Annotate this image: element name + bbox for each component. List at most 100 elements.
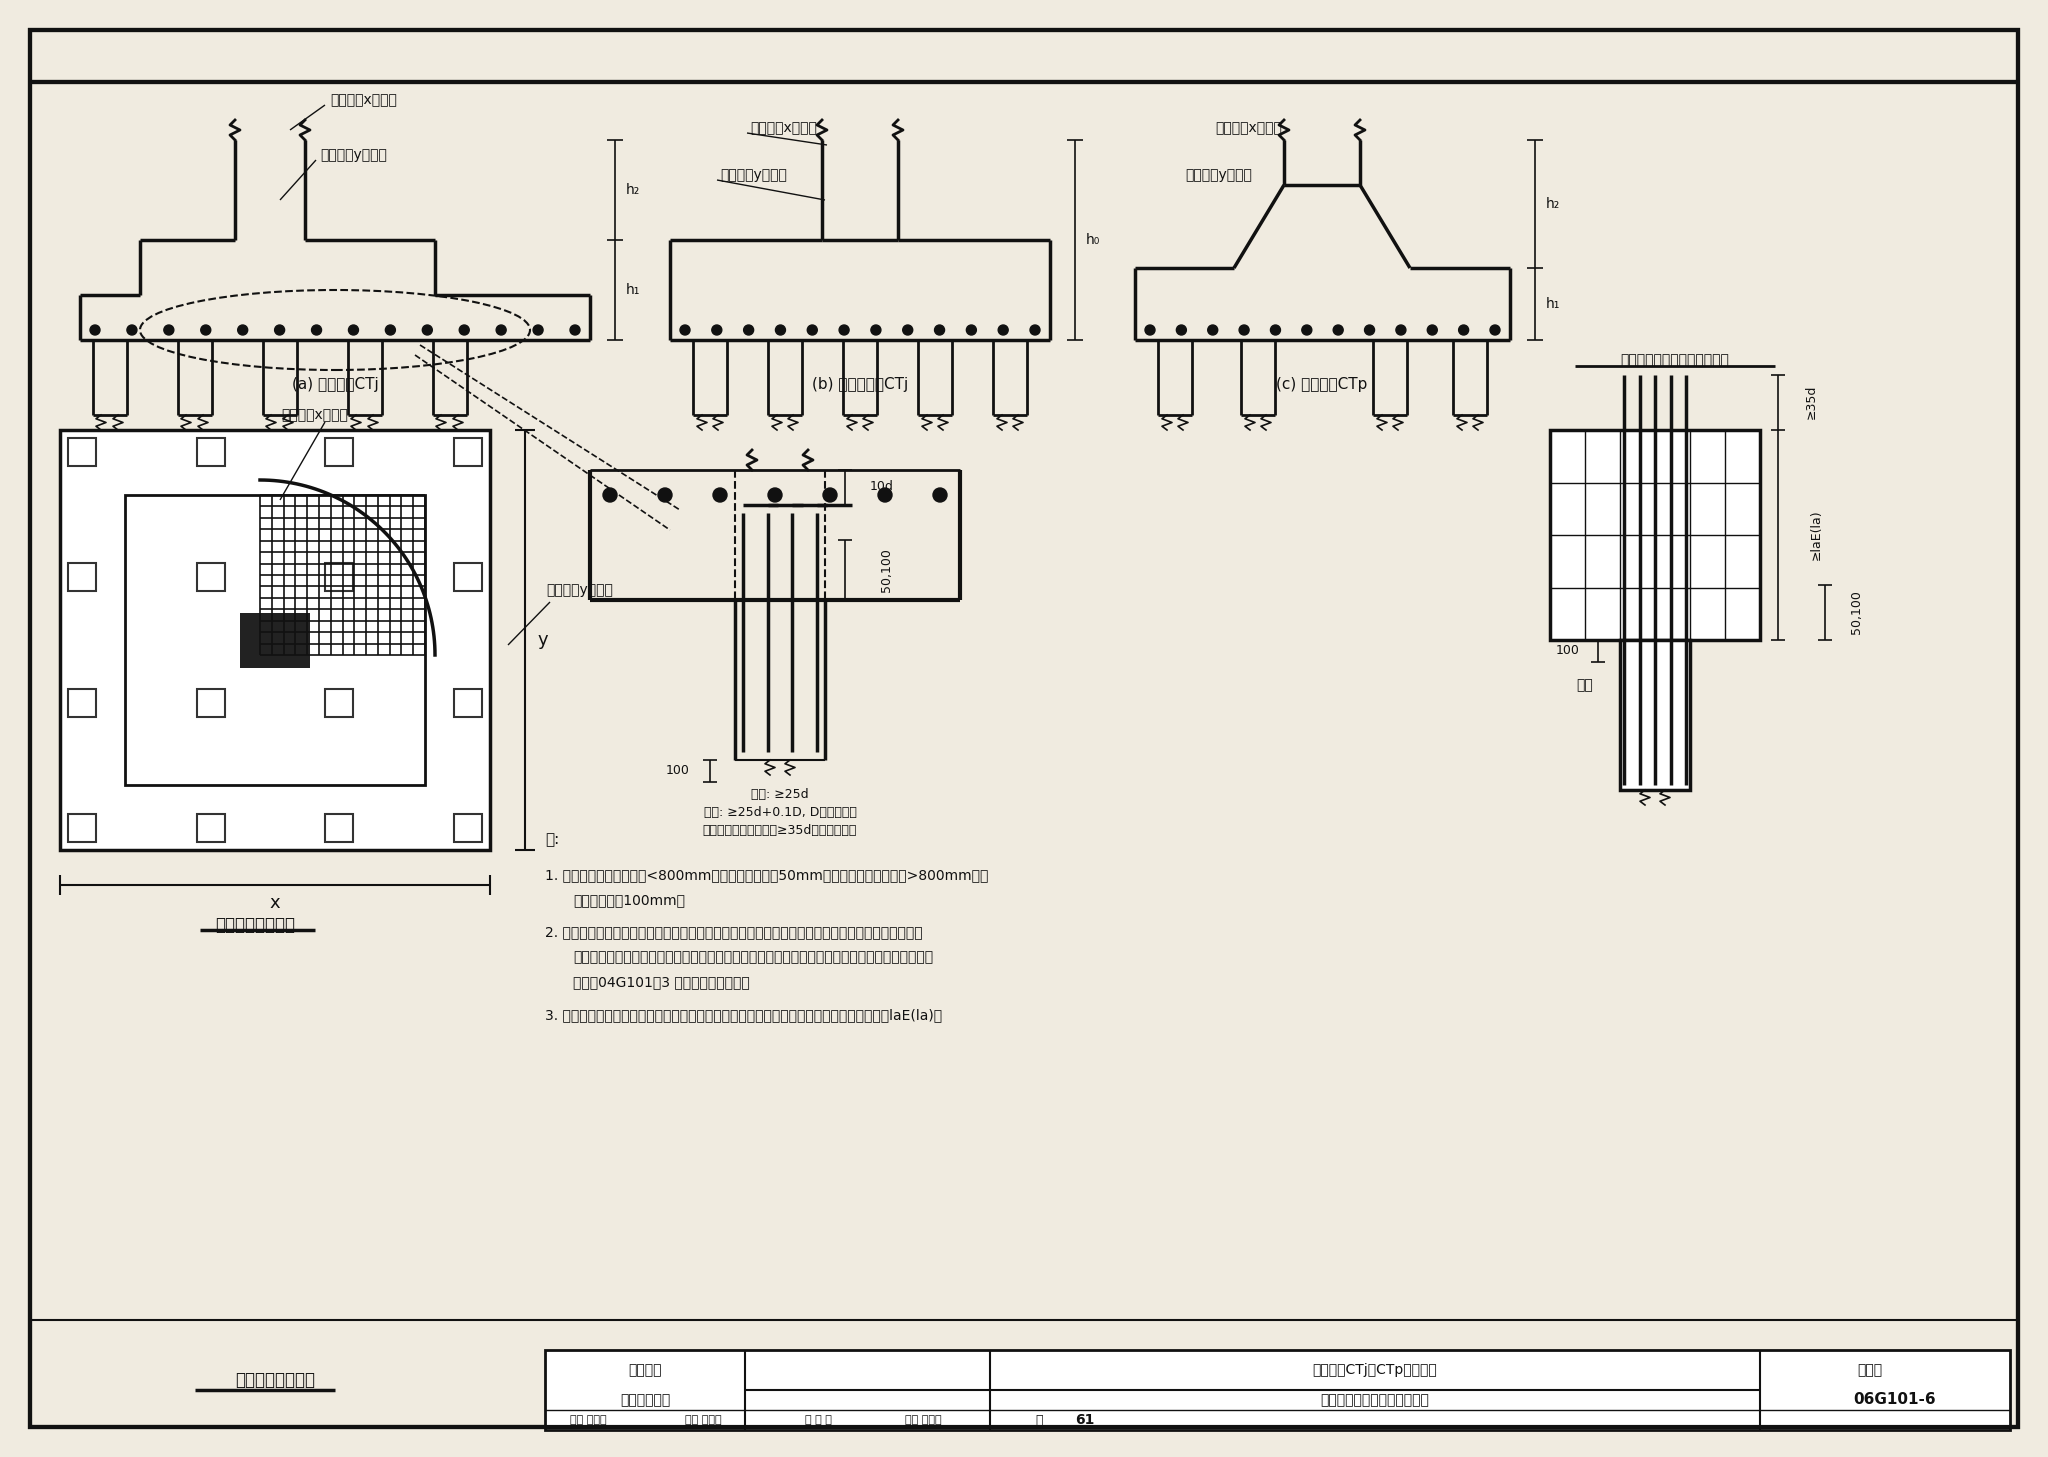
Circle shape	[967, 325, 977, 335]
Text: 50,100: 50,100	[881, 548, 893, 592]
Circle shape	[807, 325, 817, 335]
Circle shape	[422, 325, 432, 335]
Text: 图集号: 图集号	[1858, 1362, 1882, 1377]
Bar	[326, 689, 354, 717]
Text: 矩形承台配筋构造: 矩形承台配筋构造	[215, 916, 295, 934]
Circle shape	[1208, 325, 1219, 335]
Circle shape	[1030, 325, 1040, 335]
Text: 10d: 10d	[870, 481, 893, 494]
Circle shape	[311, 325, 322, 335]
Text: 矩形承台x向配筋: 矩形承台x向配筋	[750, 121, 817, 136]
Text: h₀: h₀	[1085, 233, 1100, 248]
Circle shape	[164, 325, 174, 335]
Text: 基础）04G101－3 中的相应标准构造。: 基础）04G101－3 中的相应标准构造。	[573, 975, 750, 989]
Circle shape	[776, 325, 786, 335]
Bar	[197, 689, 225, 717]
Bar	[197, 814, 225, 842]
Text: 3. 当承台厚度小于桩纵筋直锚长度时，桩顶纵筋可伸至承台顶部后弯直钩，使总锚固长度为laE(la)。: 3. 当承台厚度小于桩纵筋直锚长度时，桩顶纵筋可伸至承台顶部后弯直钩，使总锚固长…	[545, 1008, 942, 1021]
Text: 校对 刘其祥: 校对 刘其祥	[684, 1415, 721, 1425]
Bar	[326, 564, 354, 592]
Circle shape	[657, 488, 672, 503]
Circle shape	[1427, 325, 1438, 335]
Circle shape	[997, 325, 1008, 335]
Text: 桩顶嵌入承台100mm。: 桩顶嵌入承台100mm。	[573, 893, 684, 908]
Text: 61: 61	[1075, 1413, 1094, 1426]
Text: 标准构造详图: 标准构造详图	[621, 1393, 670, 1407]
Circle shape	[274, 325, 285, 335]
Circle shape	[90, 325, 100, 335]
Bar	[68, 439, 96, 466]
Bar	[455, 564, 481, 592]
Text: 2. 当承台之间设置防水底板，且承台底面也要求做防水层时，桩顶局部应采用刚性防水层，不可采用: 2. 当承台之间设置防水底板，且承台底面也要求做防水层时，桩顶局部应采用刚性防水…	[545, 925, 924, 938]
Circle shape	[496, 325, 506, 335]
Text: h₁: h₁	[1546, 297, 1561, 310]
Text: h₁: h₁	[627, 283, 641, 297]
Circle shape	[1364, 325, 1374, 335]
Circle shape	[870, 325, 881, 335]
Text: 页: 页	[1034, 1413, 1042, 1426]
Text: 50,100: 50,100	[1849, 590, 1864, 634]
Circle shape	[713, 325, 721, 335]
Text: (b) 单阶形截面CTj: (b) 单阶形截面CTj	[811, 377, 907, 392]
Circle shape	[743, 325, 754, 335]
Circle shape	[1176, 325, 1186, 335]
Bar	[455, 814, 481, 842]
Bar	[197, 564, 225, 592]
Circle shape	[1491, 325, 1499, 335]
Text: 矩形承台x向配筋: 矩形承台x向配筋	[1214, 121, 1282, 136]
Circle shape	[1303, 325, 1313, 335]
Circle shape	[602, 488, 616, 503]
Text: 桩顶纵筋在承台内的锚固构造: 桩顶纵筋在承台内的锚固构造	[1321, 1393, 1430, 1407]
Circle shape	[840, 325, 850, 335]
Text: ≥laE(la): ≥laE(la)	[1810, 510, 1823, 561]
Circle shape	[1145, 325, 1155, 335]
Bar	[1550, 430, 1759, 640]
Bar	[326, 814, 354, 842]
Text: x: x	[270, 895, 281, 912]
Circle shape	[713, 488, 727, 503]
Text: （当伸至端部直段长度≥35d时不设弯钩）: （当伸至端部直段长度≥35d时不设弯钩）	[702, 823, 858, 836]
Text: ≥35d: ≥35d	[1804, 385, 1819, 420]
Text: 桩顶纵筋在承台内的锚固构造: 桩顶纵筋在承台内的锚固构造	[1620, 353, 1729, 367]
Text: 矩形承台y向配筋: 矩形承台y向配筋	[1186, 168, 1251, 182]
Bar	[455, 439, 481, 466]
Circle shape	[1397, 325, 1405, 335]
Text: 矩形承台y向配筋: 矩形承台y向配筋	[319, 149, 387, 162]
Bar	[197, 439, 225, 466]
Circle shape	[934, 325, 944, 335]
Text: 注:: 注:	[545, 832, 559, 848]
Text: 100: 100	[1556, 644, 1579, 657]
Text: 方桩: ≥25d: 方桩: ≥25d	[752, 788, 809, 801]
Text: 矩形承台y向配筋: 矩形承台y向配筋	[721, 168, 786, 182]
Text: (c) 坡形截面CTp: (c) 坡形截面CTp	[1276, 377, 1368, 392]
Text: h₂: h₂	[1546, 197, 1561, 211]
Text: 矩形承台配筋构造: 矩形承台配筋构造	[236, 1371, 315, 1389]
Circle shape	[348, 325, 358, 335]
Circle shape	[823, 488, 838, 503]
Bar	[68, 814, 96, 842]
Text: 矩形承台x向配筋: 矩形承台x向配筋	[330, 93, 397, 106]
Bar	[59, 430, 489, 849]
Circle shape	[532, 325, 543, 335]
Circle shape	[238, 325, 248, 335]
Text: 矩形承台CTj和CTp配筋构造: 矩形承台CTj和CTp配筋构造	[1313, 1362, 1438, 1377]
Bar	[68, 564, 96, 592]
Text: 06G101-6: 06G101-6	[1853, 1393, 1935, 1407]
Text: 设计 陈青来: 设计 陈青来	[905, 1415, 942, 1425]
Text: 制 基 础: 制 基 础	[805, 1415, 831, 1425]
Text: 矩形承台x向配筋: 矩形承台x向配筋	[281, 408, 348, 423]
Circle shape	[879, 488, 893, 503]
Circle shape	[1270, 325, 1280, 335]
Text: 垫层: 垫层	[1577, 678, 1593, 692]
Bar	[125, 495, 426, 785]
Circle shape	[934, 488, 946, 503]
Text: 矩形承台y向配筋: 矩形承台y向配筋	[547, 583, 614, 597]
Circle shape	[768, 488, 782, 503]
Bar	[1620, 640, 1690, 790]
Text: (a) 阶形截面CTj: (a) 阶形截面CTj	[291, 377, 379, 392]
Circle shape	[680, 325, 690, 335]
Bar	[68, 689, 96, 717]
Text: h₂: h₂	[627, 184, 641, 197]
Text: 100: 100	[666, 765, 690, 778]
Circle shape	[569, 325, 580, 335]
